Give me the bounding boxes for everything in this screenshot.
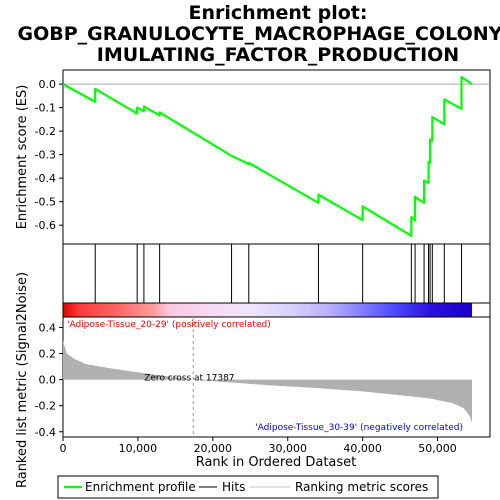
es-ytick-label: -0.4 — [35, 172, 56, 185]
rank-color-bar — [63, 303, 473, 317]
metric-ytick-label: 0.0 — [39, 374, 57, 387]
metric-ytick-label: -0.2 — [35, 400, 56, 413]
enrichment-profile-line — [62, 75, 473, 237]
metric-ytick-label: 0.2 — [39, 348, 57, 361]
hits-panel-frame — [62, 243, 491, 304]
chart-title-line-2: GOBP_GRANULOCYTE_MACROPHAGE_COLONY_ST — [17, 23, 500, 45]
es-ytick-label: -0.2 — [35, 125, 56, 138]
es-panel-frame — [62, 69, 491, 245]
legend-frame — [57, 475, 439, 499]
es-ytick-label: -0.1 — [35, 102, 56, 115]
x-tick-label: 20,000 — [194, 442, 233, 455]
legend-metric-label: Ranking metric scores — [295, 480, 428, 494]
x-tick-label: 30,000 — [268, 442, 307, 455]
x-tick-label: 50,000 — [418, 442, 457, 455]
x-tick-label: 40,000 — [343, 442, 382, 455]
positive-correlation-label: 'Adipose-Tissue_20-29' (positively corre… — [67, 320, 271, 330]
es-ytick-label: -0.6 — [35, 219, 56, 232]
es-panel: 0.0 -0.1 -0.2 -0.3 -0.4 -0.5 -0.6 — [35, 69, 491, 245]
chart-title-line-3: IMULATING_FACTOR_PRODUCTION — [97, 44, 459, 66]
es-ylabel: Enrichment score (ES) — [15, 85, 30, 230]
ranking-metric-area — [63, 340, 473, 423]
es-ytick-label: -0.5 — [35, 196, 56, 209]
x-tick-label: 0 — [60, 442, 67, 455]
metric-ylabel: Ranked list metric (Signal2Noise) — [15, 272, 30, 488]
zero-cross-label: Zero cross at 17387 — [144, 374, 234, 384]
metric-ytick-label: 0.4 — [39, 321, 57, 334]
metric-panel: 0.4 0.2 0.0 -0.2 -0.4 Zero cross at 17387 'A… — [35, 316, 491, 439]
legend-enrichment-label: Enrichment profile — [85, 480, 196, 494]
negative-correlation-label: 'Adipose-Tissue_30-39' (negatively corre… — [255, 423, 463, 433]
es-ytick-label: -0.3 — [35, 149, 56, 162]
legend-hits-label: Hits — [222, 480, 245, 494]
es-ytick-label: 0.0 — [39, 78, 57, 91]
x-axis-label: Rank in Ordered Dataset — [196, 455, 357, 470]
hits-panel — [62, 243, 491, 304]
legend: Enrichment profile Hits Ranking metric s… — [57, 475, 439, 499]
x-tick-label: 10,000 — [119, 442, 158, 455]
chart-title-line-1: Enrichment plot: — [189, 2, 368, 24]
metric-ytick-label: -0.4 — [35, 426, 56, 439]
